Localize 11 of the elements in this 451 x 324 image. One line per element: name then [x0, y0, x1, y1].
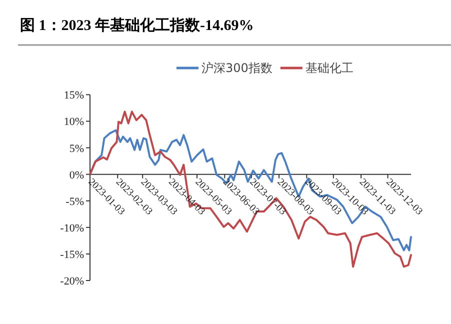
y-tick-label: 0%	[69, 169, 84, 182]
y-tick-label: 15%	[64, 90, 84, 102]
y-tick-label: -5%	[66, 196, 84, 208]
y-tick-label: -10%	[60, 222, 84, 234]
chart-title: 图 1：2023 年基础化工指数-14.69%	[20, 17, 254, 34]
y-tick-label: -20%	[60, 276, 84, 288]
y-tick-label: 10%	[64, 116, 84, 128]
legend-label: 沪深300指数	[202, 61, 272, 75]
legend-label: 基础化工	[305, 61, 354, 75]
y-tick-label: -15%	[60, 248, 84, 261]
y-tick-label: 5%	[69, 142, 84, 155]
